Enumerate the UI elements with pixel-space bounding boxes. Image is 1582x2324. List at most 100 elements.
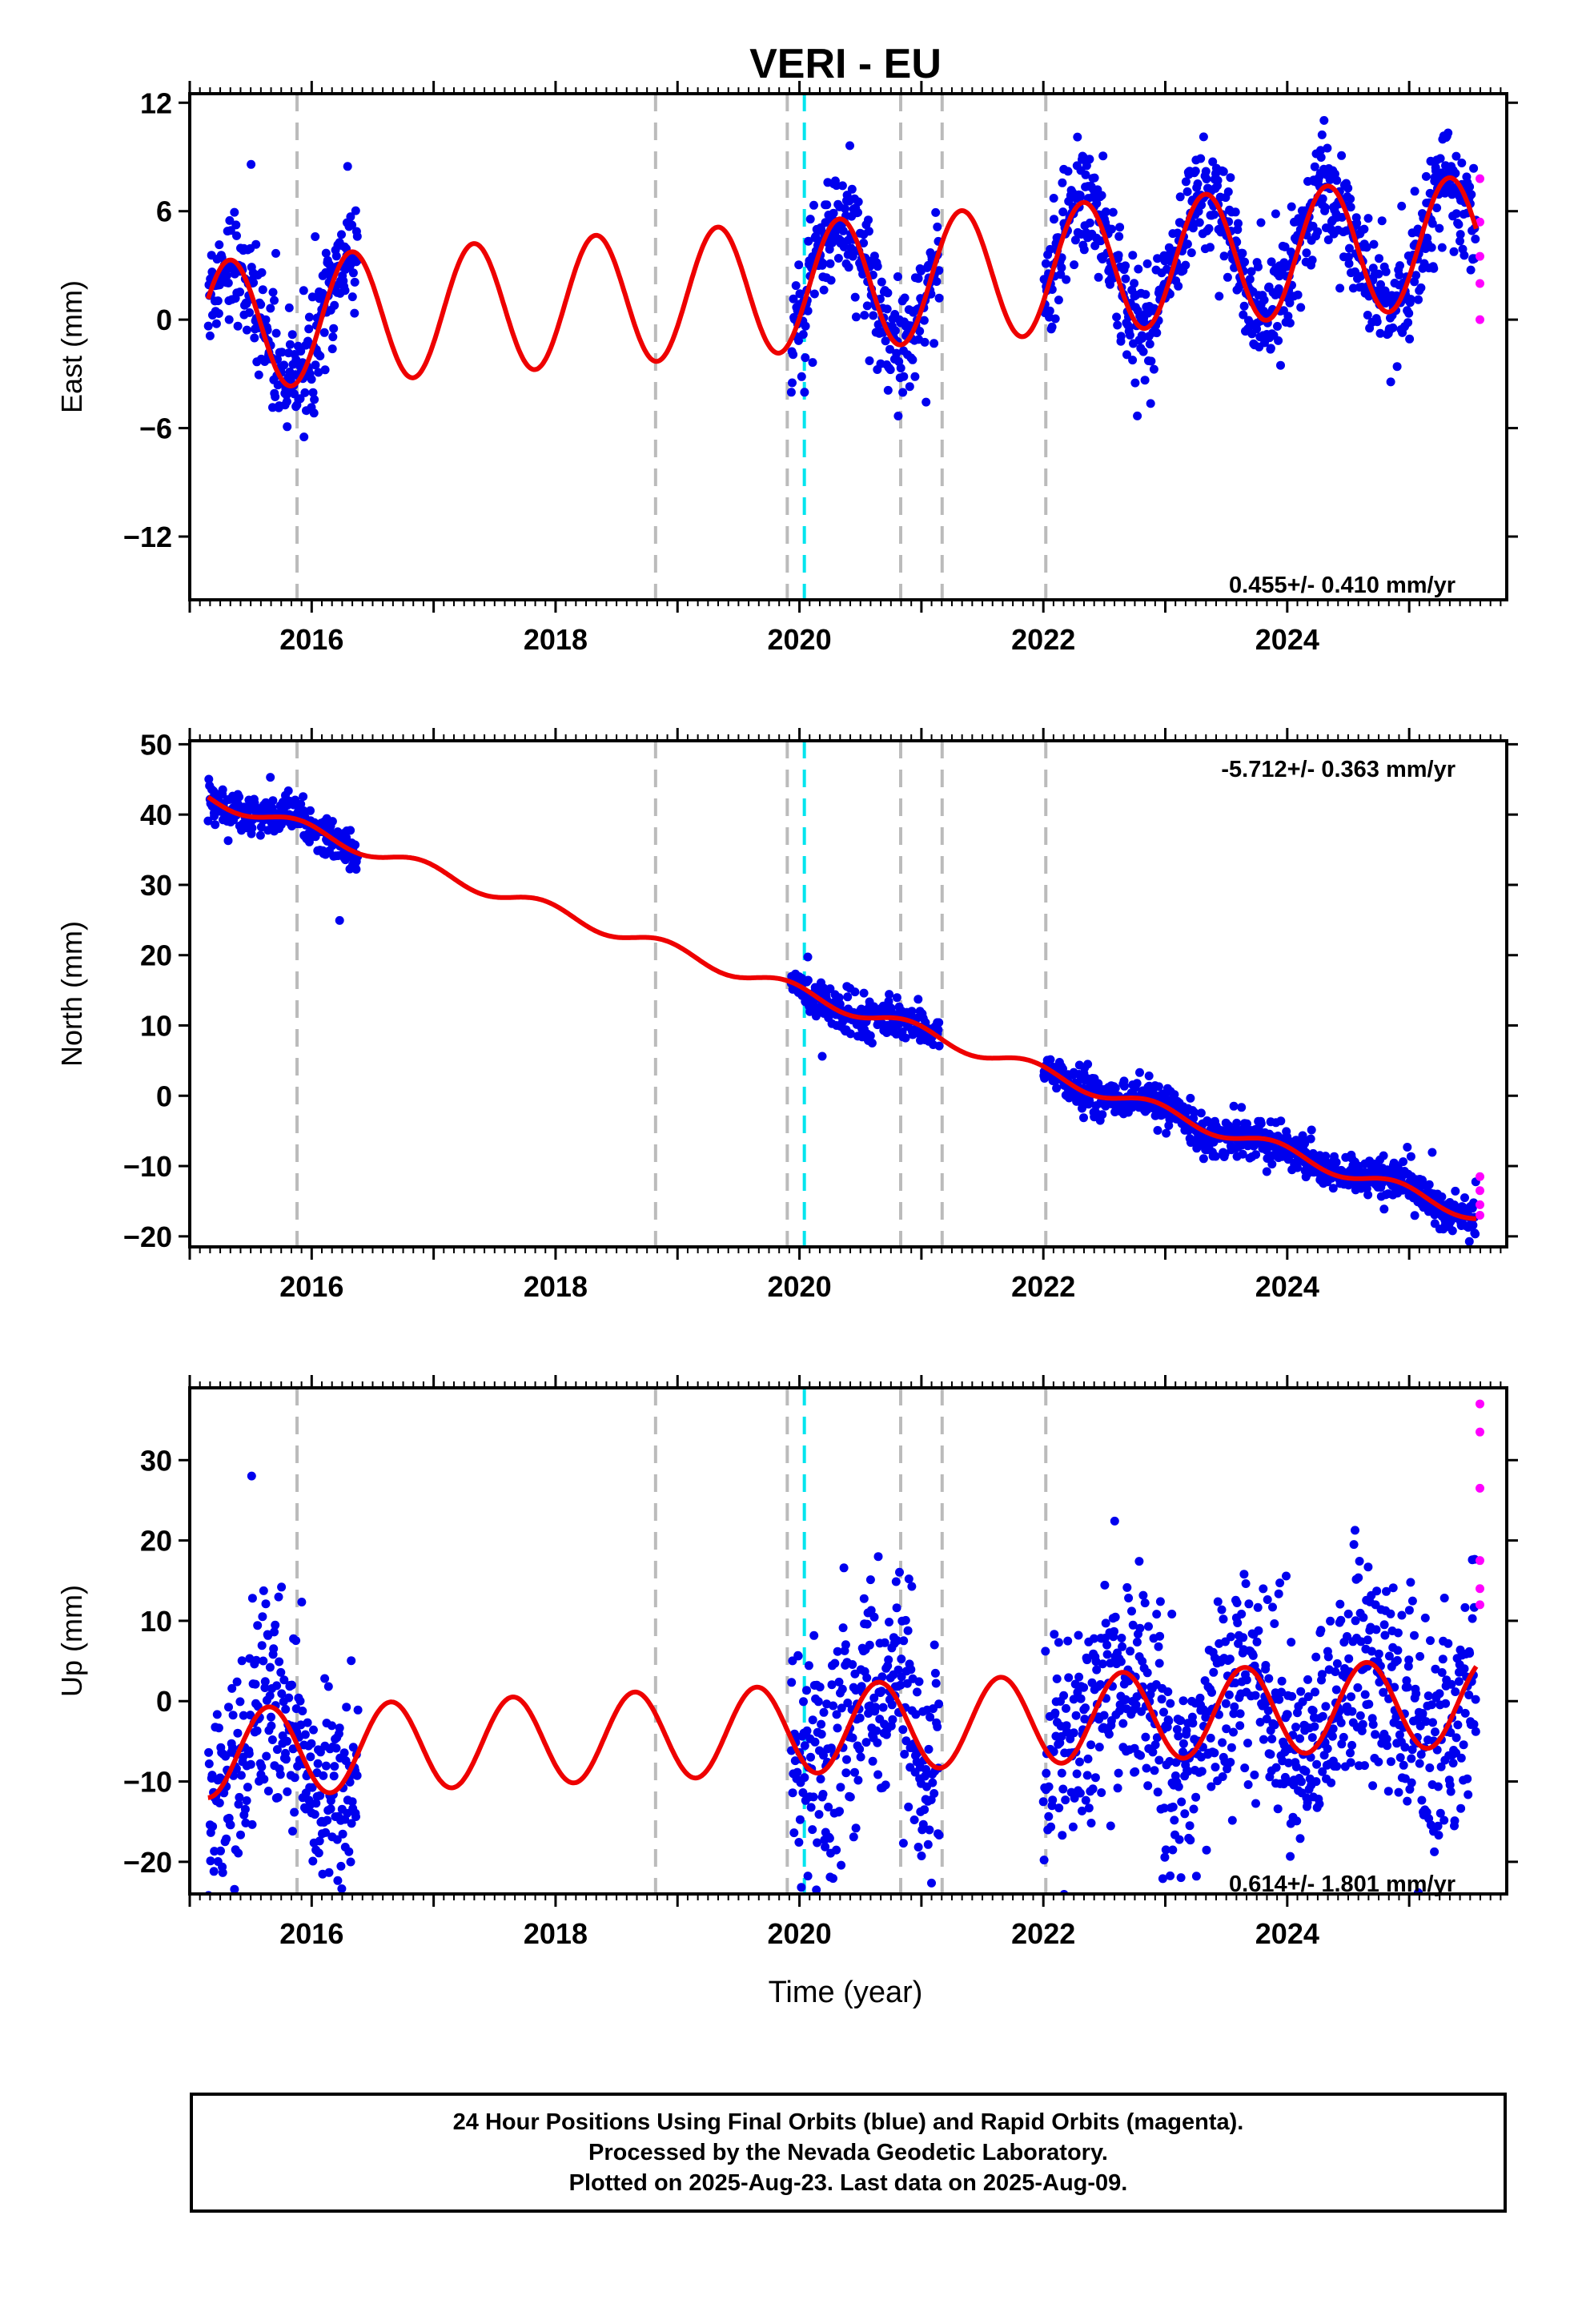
final-orbit-point: [1347, 1740, 1357, 1750]
final-orbit-point: [1166, 1871, 1175, 1880]
rapid-orbit-point: [1475, 1584, 1484, 1594]
final-orbit-point: [282, 397, 291, 406]
final-orbit-point: [1433, 1821, 1443, 1831]
final-orbit-point: [804, 236, 813, 246]
final-orbit-point: [1386, 1757, 1395, 1767]
final-orbit-point: [1336, 1615, 1346, 1625]
final-orbit-point: [1186, 1093, 1195, 1103]
final-orbit-point: [1336, 1718, 1346, 1727]
final-orbit-point: [1375, 1678, 1384, 1687]
x-tick-label: 2020: [768, 1270, 832, 1303]
final-orbit-point: [1395, 1730, 1404, 1739]
final-orbit-point: [310, 395, 319, 404]
final-orbit-point: [885, 1618, 893, 1626]
final-orbit-point: [1263, 1706, 1273, 1715]
final-orbit-point: [1427, 219, 1437, 228]
final-orbit-point: [1191, 1792, 1201, 1802]
final-orbit-point: [307, 1783, 317, 1792]
final-orbit-point: [1209, 1667, 1219, 1677]
final-orbit-point: [251, 1679, 260, 1689]
north-model-line: [207, 794, 1476, 1221]
final-orbit-point: [1107, 224, 1116, 234]
final-orbit-point: [1062, 275, 1071, 284]
final-orbit-point: [832, 1845, 841, 1855]
final-orbit-point: [351, 1812, 360, 1821]
final-orbit-point: [297, 1598, 307, 1606]
final-orbit-point: [1189, 1804, 1199, 1814]
final-orbit-point: [1047, 322, 1057, 332]
final-orbit-point: [1270, 1619, 1279, 1628]
final-orbit-point: [801, 321, 810, 331]
final-orbit-point: [1219, 251, 1229, 261]
final-orbit-point: [1407, 1754, 1416, 1763]
final-orbit-point: [849, 1832, 858, 1842]
final-orbit-point: [1078, 1806, 1086, 1815]
final-orbit-point: [1339, 1732, 1348, 1742]
final-orbit-point: [802, 1726, 812, 1735]
final-orbit-point: [1085, 155, 1094, 164]
final-orbit-point: [1054, 1638, 1063, 1647]
final-orbit-point: [1199, 1154, 1208, 1164]
final-orbit-point: [1343, 1632, 1351, 1641]
final-orbit-point: [1436, 1762, 1446, 1771]
final-orbit-point: [911, 1710, 921, 1719]
footer-box: 24 Hour Positions Using Final Orbits (bl…: [190, 2093, 1507, 2213]
final-orbit-point: [1101, 1618, 1110, 1628]
final-orbit-point: [1277, 1687, 1286, 1697]
final-orbit-point: [307, 292, 317, 302]
final-orbit-point: [306, 1752, 315, 1762]
final-orbit-point: [1199, 132, 1208, 142]
final-orbit-point: [1347, 1692, 1355, 1702]
x-tick-label: 2024: [1255, 1917, 1319, 1950]
final-orbit-point: [817, 1730, 826, 1739]
final-orbit-point: [853, 197, 863, 207]
final-orbit-point: [1280, 242, 1290, 251]
final-orbit-point: [1392, 362, 1402, 372]
final-orbit-point: [861, 1738, 871, 1747]
final-orbit-point: [262, 1751, 271, 1761]
final-orbit-point: [1226, 1632, 1235, 1642]
final-orbit-point: [1115, 223, 1125, 232]
final-orbit-point: [218, 785, 227, 794]
final-orbit-point: [343, 162, 352, 171]
final-orbit-point: [287, 1680, 296, 1690]
final-orbit-point: [1170, 1090, 1179, 1100]
final-orbit-point: [247, 1471, 256, 1481]
final-orbit-point: [918, 1819, 928, 1829]
final-orbit-point: [1263, 1595, 1272, 1604]
final-orbit-point: [1114, 231, 1124, 241]
final-orbit-point: [1323, 1744, 1332, 1754]
final-orbit-point: [1406, 1578, 1415, 1587]
final-orbit-point: [920, 337, 930, 347]
final-orbit-point: [1427, 1700, 1436, 1710]
final-orbit-point: [848, 1660, 857, 1669]
final-orbit-point: [850, 292, 860, 302]
y-tick-label: 10: [140, 1010, 172, 1043]
final-orbit-point: [838, 1623, 848, 1633]
final-orbit-point: [790, 1756, 800, 1766]
final-orbit-point: [1134, 264, 1143, 274]
final-orbit-point: [1456, 1803, 1466, 1813]
final-orbit-point: [1102, 1640, 1112, 1650]
final-orbit-point: [1182, 187, 1192, 196]
final-orbit-point: [1170, 1815, 1179, 1825]
final-orbit-point: [1146, 356, 1156, 366]
up-plot-area: [204, 1388, 1484, 1894]
final-orbit-point: [885, 365, 895, 375]
final-orbit-point: [1353, 1683, 1363, 1692]
final-orbit-point: [838, 226, 848, 235]
final-orbit-point: [215, 1798, 224, 1807]
final-orbit-point: [1213, 175, 1223, 185]
final-orbit-point: [1298, 1697, 1307, 1707]
final-orbit-point: [214, 309, 223, 318]
final-orbit-point: [1434, 1831, 1443, 1840]
final-orbit-point: [207, 1771, 217, 1780]
final-orbit-point: [832, 1710, 841, 1719]
final-orbit-point: [1374, 1649, 1383, 1659]
final-orbit-point: [1454, 1677, 1464, 1687]
final-orbit-point: [1207, 1782, 1216, 1791]
final-orbit-point: [311, 232, 320, 241]
final-orbit-point: [1132, 1079, 1142, 1088]
final-orbit-point: [1345, 243, 1354, 253]
final-orbit-point: [319, 328, 329, 337]
